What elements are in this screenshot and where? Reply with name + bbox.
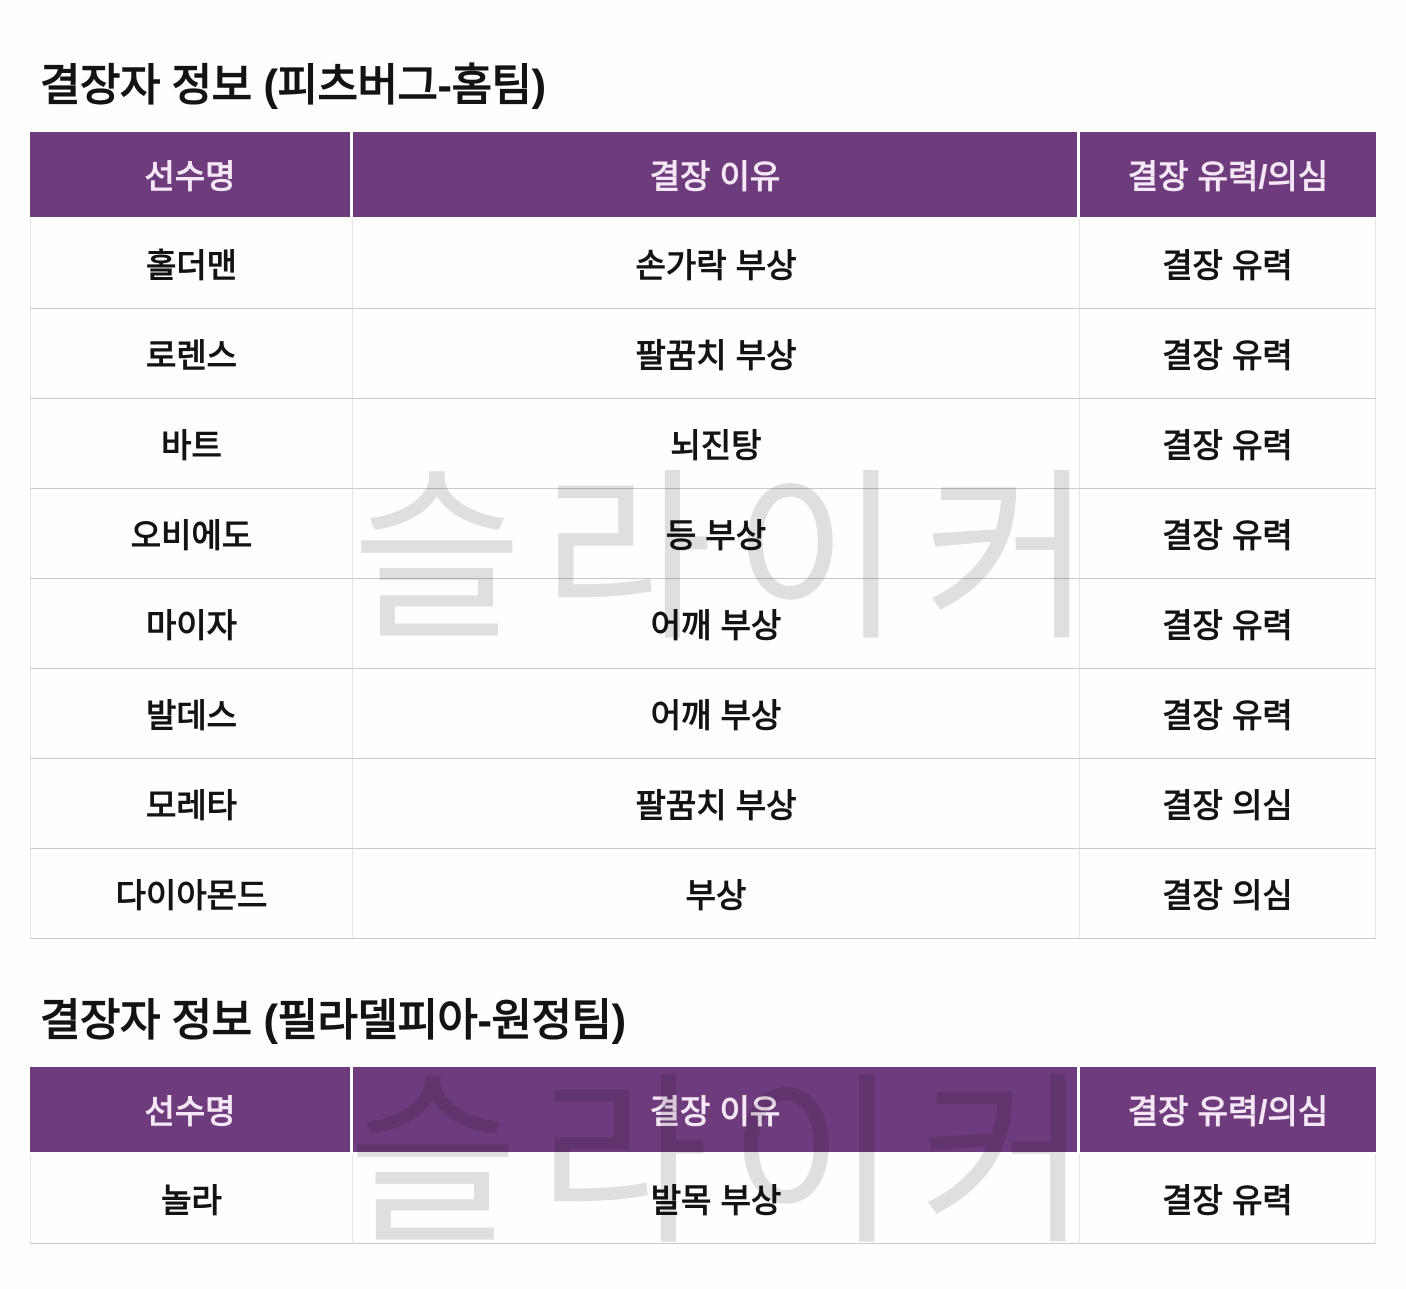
player-name-cell: 발데스 <box>30 668 353 759</box>
absence-status-cell: 결장 의심 <box>1080 848 1376 939</box>
absence-status-cell: 결장 유력 <box>1080 488 1376 579</box>
home-team-section: 결장자 정보 (피츠버그-홈팀) 선수명 결장 이유 결장 유력/의심 홀더맨 … <box>30 60 1376 939</box>
table-header-row: 선수명 결장 이유 결장 유력/의심 <box>30 131 1376 219</box>
table-row: 오비에도 등 부상 결장 유력 <box>30 488 1376 579</box>
absence-reason-cell: 팔꿈치 부상 <box>353 758 1080 849</box>
absence-status-cell: 결장 의심 <box>1080 758 1376 849</box>
home-table-title: 결장자 정보 (피츠버그-홈팀) <box>40 61 546 110</box>
player-name-cell: 바트 <box>30 398 353 489</box>
player-name-cell: 오비에도 <box>30 488 353 579</box>
table-row: 다이아몬드 부상 결장 의심 <box>30 848 1376 939</box>
table-header-row: 선수명 결장 이유 결장 유력/의심 <box>30 1066 1376 1154</box>
absence-status-cell: 결장 유력 <box>1080 668 1376 759</box>
player-name-cell: 놀라 <box>30 1153 353 1244</box>
column-header-player-name: 선수명 <box>30 131 353 219</box>
absence-reason-cell: 등 부상 <box>353 488 1080 579</box>
player-name-cell: 로렌스 <box>30 308 353 399</box>
column-header-absence-status: 결장 유력/의심 <box>1080 1066 1376 1154</box>
table-row: 놀라 발목 부상 결장 유력 <box>30 1153 1376 1244</box>
player-name-cell: 모레타 <box>30 758 353 849</box>
injury-report-page: 결장자 정보 (피츠버그-홈팀) 선수명 결장 이유 결장 유력/의심 홀더맨 … <box>30 60 1376 1244</box>
absence-reason-cell: 어깨 부상 <box>353 668 1080 759</box>
away-injury-table: 선수명 결장 이유 결장 유력/의심 놀라 발목 부상 결장 유력 <box>30 1066 1376 1244</box>
absence-status-cell: 결장 유력 <box>1080 218 1376 309</box>
table-row: 홀더맨 손가락 부상 결장 유력 <box>30 218 1376 309</box>
table-row: 바트 뇌진탕 결장 유력 <box>30 398 1376 489</box>
table-row: 모레타 팔꿈치 부상 결장 의심 <box>30 758 1376 849</box>
player-name-cell: 홀더맨 <box>30 218 353 309</box>
absence-status-cell: 결장 유력 <box>1080 578 1376 669</box>
absence-reason-cell: 어깨 부상 <box>353 578 1080 669</box>
absence-reason-cell: 팔꿈치 부상 <box>353 308 1080 399</box>
absence-status-cell: 결장 유력 <box>1080 1153 1376 1244</box>
home-injury-table: 선수명 결장 이유 결장 유력/의심 홀더맨 손가락 부상 결장 유력 로렌스 … <box>30 131 1376 939</box>
away-team-section: 결장자 정보 (필라델피아-원정팀) 선수명 결장 이유 결장 유력/의심 놀라… <box>30 995 1376 1244</box>
table-row: 마이자 어깨 부상 결장 유력 <box>30 578 1376 669</box>
player-name-cell: 마이자 <box>30 578 353 669</box>
absence-reason-cell: 부상 <box>353 848 1080 939</box>
column-header-absence-status: 결장 유력/의심 <box>1080 131 1376 219</box>
absence-reason-cell: 발목 부상 <box>353 1153 1080 1244</box>
absence-status-cell: 결장 유력 <box>1080 308 1376 399</box>
column-header-absence-reason: 결장 이유 <box>353 131 1080 219</box>
absence-reason-cell: 뇌진탕 <box>353 398 1080 489</box>
table-row: 발데스 어깨 부상 결장 유력 <box>30 668 1376 759</box>
absence-status-cell: 결장 유력 <box>1080 398 1376 489</box>
column-header-player-name: 선수명 <box>30 1066 353 1154</box>
table-row: 로렌스 팔꿈치 부상 결장 유력 <box>30 308 1376 399</box>
player-name-cell: 다이아몬드 <box>30 848 353 939</box>
absence-reason-cell: 손가락 부상 <box>353 218 1080 309</box>
column-header-absence-reason: 결장 이유 <box>353 1066 1080 1154</box>
away-table-title: 결장자 정보 (필라델피아-원정팀) <box>40 995 626 1045</box>
